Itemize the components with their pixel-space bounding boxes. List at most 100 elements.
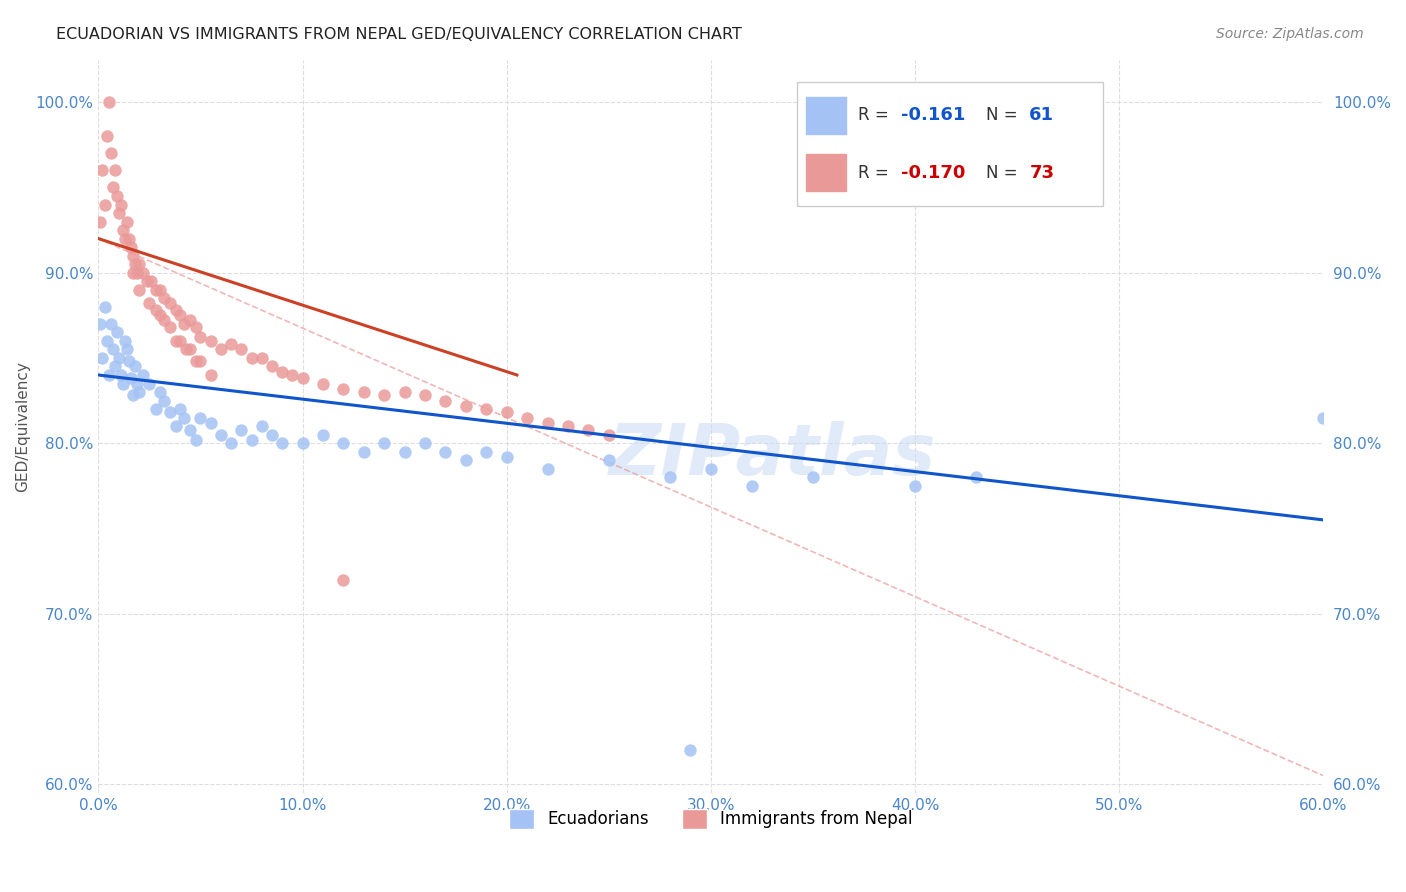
Point — [394, 444, 416, 458]
Point — [138, 376, 160, 391]
Point — [679, 743, 702, 757]
Point — [110, 368, 132, 382]
Point — [413, 436, 436, 450]
Point — [149, 283, 172, 297]
Point — [536, 416, 558, 430]
Point — [114, 231, 136, 245]
Point — [179, 423, 201, 437]
Point — [186, 354, 208, 368]
Point — [127, 376, 149, 391]
Point — [454, 399, 477, 413]
Point — [159, 405, 181, 419]
Point — [89, 214, 111, 228]
Point — [105, 189, 128, 203]
Point — [200, 416, 222, 430]
Point — [353, 384, 375, 399]
Point — [110, 197, 132, 211]
Text: ZIPatlas: ZIPatlas — [609, 421, 936, 490]
Point — [96, 129, 118, 144]
Point — [96, 334, 118, 348]
Point — [200, 334, 222, 348]
Point — [100, 317, 122, 331]
Point — [312, 427, 335, 442]
Point — [576, 423, 599, 437]
Point — [124, 359, 146, 374]
Point — [115, 343, 138, 357]
Point — [128, 283, 150, 297]
Point — [291, 436, 314, 450]
Point — [219, 436, 242, 450]
Point — [190, 354, 212, 368]
Point — [149, 384, 172, 399]
Point — [700, 462, 723, 476]
Point — [413, 388, 436, 402]
Point — [136, 274, 159, 288]
Point — [373, 436, 395, 450]
Point — [89, 317, 111, 331]
Point — [240, 351, 263, 365]
Point — [231, 343, 253, 357]
Point — [100, 146, 122, 161]
Point — [169, 402, 191, 417]
Point — [127, 266, 149, 280]
Point — [332, 436, 354, 450]
Point — [373, 388, 395, 402]
Point — [475, 402, 498, 417]
Point — [149, 308, 172, 322]
Point — [122, 266, 145, 280]
Point — [145, 402, 167, 417]
Point — [281, 368, 304, 382]
Point — [169, 308, 191, 322]
Point — [200, 368, 222, 382]
Point — [173, 317, 195, 331]
Point — [105, 326, 128, 340]
Point — [741, 479, 763, 493]
Point — [557, 419, 579, 434]
Point — [250, 351, 273, 365]
Point — [111, 376, 134, 391]
Point — [104, 359, 127, 374]
Point — [209, 343, 232, 357]
Point — [536, 462, 558, 476]
Point — [128, 384, 150, 399]
Point — [101, 343, 124, 357]
Point — [165, 334, 187, 348]
Point — [104, 163, 127, 178]
Point — [159, 296, 181, 310]
Point — [152, 393, 174, 408]
Text: ECUADORIAN VS IMMIGRANTS FROM NEPAL GED/EQUIVALENCY CORRELATION CHART: ECUADORIAN VS IMMIGRANTS FROM NEPAL GED/… — [56, 27, 742, 42]
Point — [152, 313, 174, 327]
Point — [209, 427, 232, 442]
Text: Source: ZipAtlas.com: Source: ZipAtlas.com — [1216, 27, 1364, 41]
Point — [120, 240, 142, 254]
Point — [118, 231, 141, 245]
Point — [97, 368, 120, 382]
Point — [91, 351, 114, 365]
Point — [179, 343, 201, 357]
Point — [132, 368, 155, 382]
Point — [353, 444, 375, 458]
Point — [108, 206, 131, 220]
Point — [332, 382, 354, 396]
Point — [965, 470, 987, 484]
Point — [271, 365, 294, 379]
Point — [114, 334, 136, 348]
Point — [108, 351, 131, 365]
Point — [122, 249, 145, 263]
Point — [219, 337, 242, 351]
Point — [271, 436, 294, 450]
Point — [159, 320, 181, 334]
Point — [128, 257, 150, 271]
Point — [152, 291, 174, 305]
Point — [475, 444, 498, 458]
Point — [165, 419, 187, 434]
Point — [120, 371, 142, 385]
Point — [186, 433, 208, 447]
Point — [260, 427, 283, 442]
Point — [659, 470, 682, 484]
Point — [291, 371, 314, 385]
Point — [250, 419, 273, 434]
Point — [97, 95, 120, 110]
Point — [145, 303, 167, 318]
Point — [332, 573, 354, 587]
